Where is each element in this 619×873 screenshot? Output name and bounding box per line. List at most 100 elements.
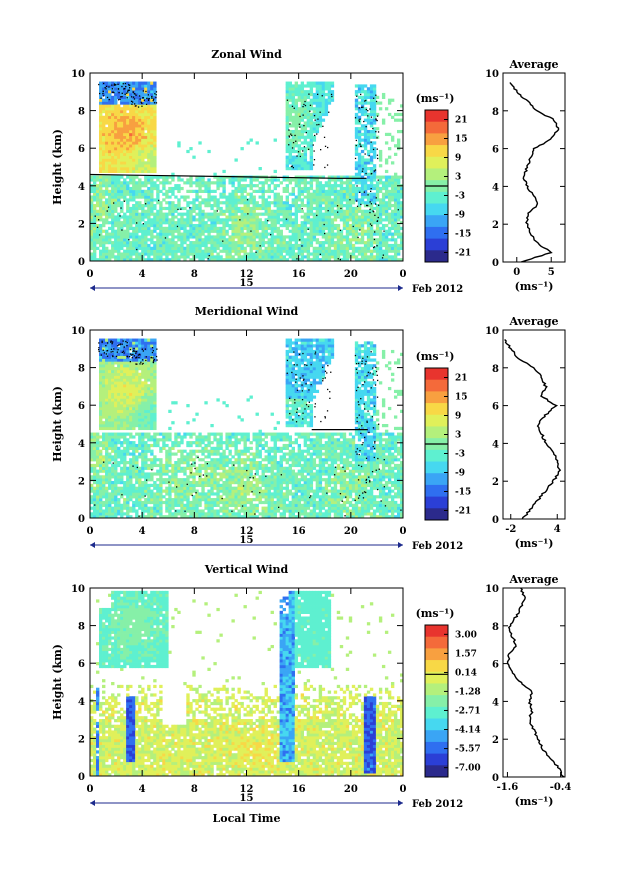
heatmap-cell [123,506,127,510]
boundary-dot [135,94,137,96]
heatmap-cell [144,189,148,193]
heatmap-cell [291,192,295,196]
heatmap-cell [111,141,115,145]
heatmap-cell [294,87,299,91]
heatmap-cell [99,92,103,97]
heatmap-cell [108,338,112,342]
heatmap-cell [384,218,389,222]
heatmap-cell [273,138,277,142]
heatmap-cell [267,206,271,211]
heatmap-cell [162,212,166,216]
heatmap-cell [129,372,133,376]
boundary-dot [376,154,379,156]
heatmap-cell [186,255,190,259]
heatmap-cell [366,112,371,117]
heatmap-cell [90,486,94,490]
heatmap-cell [360,132,365,137]
heatmap-cell [297,155,302,159]
heatmap-cell [327,98,332,102]
heatmap-cell [291,107,295,111]
heatmap-cell [393,246,398,250]
heatmap-cell [357,201,362,205]
heatmap-cell [111,389,115,394]
boundary-dot [370,188,372,190]
heatmap-cell [165,229,169,233]
boundary-dot [328,111,330,113]
heatmap-cell [108,201,112,205]
heatmap-cell [207,212,211,216]
heatmap-cell [102,243,106,248]
heatmap-cell [186,201,190,205]
heatmap-cell [120,226,124,231]
boundary-dot [121,96,123,98]
heatmap-cell [309,232,314,236]
heatmap-cell [321,189,326,193]
heatmap-cell [144,252,148,256]
heatmap-cell [111,352,115,356]
heatmap-cell [267,201,271,205]
heatmap-cell [192,181,196,185]
heatmap-cell [360,258,365,262]
heatmap-cell [150,184,154,188]
heatmap-cell [222,186,226,191]
heatmap-cell [111,218,115,222]
heatmap-cell [138,129,142,134]
heatmap-cell [126,81,130,85]
heatmap-cell [387,175,392,179]
heatmap-cell [252,206,256,211]
heatmap-cell [132,375,136,379]
heatmap-cell [189,235,193,239]
heatmap-cell [147,152,151,156]
heatmap-cell [306,141,311,145]
heatmap-cell [120,223,124,228]
heatmap-cell [345,195,350,199]
heatmap-cell [132,338,136,342]
heatmap-cell [300,124,305,128]
heatmap-cell [309,121,314,125]
heatmap-cell [297,246,302,250]
heatmap-cell [201,223,205,228]
heatmap-cell [240,215,244,219]
heatmap-cell [126,386,130,391]
heatmap-cell [117,384,121,388]
heatmap-cell [333,232,338,236]
heatmap-cell [90,212,94,216]
heatmap-cell [102,412,106,416]
heatmap-cell [303,212,308,216]
heatmap-cell [363,132,368,137]
heatmap-cell [306,206,311,211]
heatmap-cell [153,112,157,117]
colorbar-tick-label: 3 [455,173,461,183]
heatmap-cell [162,192,166,196]
heatmap-cell [204,226,208,231]
heatmap-cell [99,132,103,137]
heatmap-cell [129,344,133,348]
heatmap-cell [285,92,289,97]
heatmap-cell [255,206,259,211]
heatmap-cell [231,218,235,222]
heatmap-cell [117,452,121,456]
x-tick-label: 20 [344,269,358,280]
heatmap-cell [285,201,289,205]
heatmap-cell [354,118,359,122]
heatmap-cell [102,480,106,485]
heatmap-cell [216,246,220,250]
heatmap-cell [123,195,127,199]
heatmap-cell [342,246,347,250]
heatmap-cell [153,229,157,233]
heatmap-cell [99,258,103,262]
heatmap-cell [114,243,118,248]
heatmap-cell [102,218,106,222]
heatmap-cell [123,378,127,382]
heatmap-cell [309,152,314,156]
heatmap-cell [93,223,97,228]
heatmap-cell [294,241,299,245]
heatmap-cell [300,246,305,250]
heatmap-cell [384,201,389,205]
boundary-dot [374,169,377,171]
heatmap-cell [288,118,292,122]
heatmap-cell [267,243,271,248]
heatmap-cell [144,87,148,91]
heatmap-cell [114,418,118,422]
heatmap-cell [282,186,286,191]
